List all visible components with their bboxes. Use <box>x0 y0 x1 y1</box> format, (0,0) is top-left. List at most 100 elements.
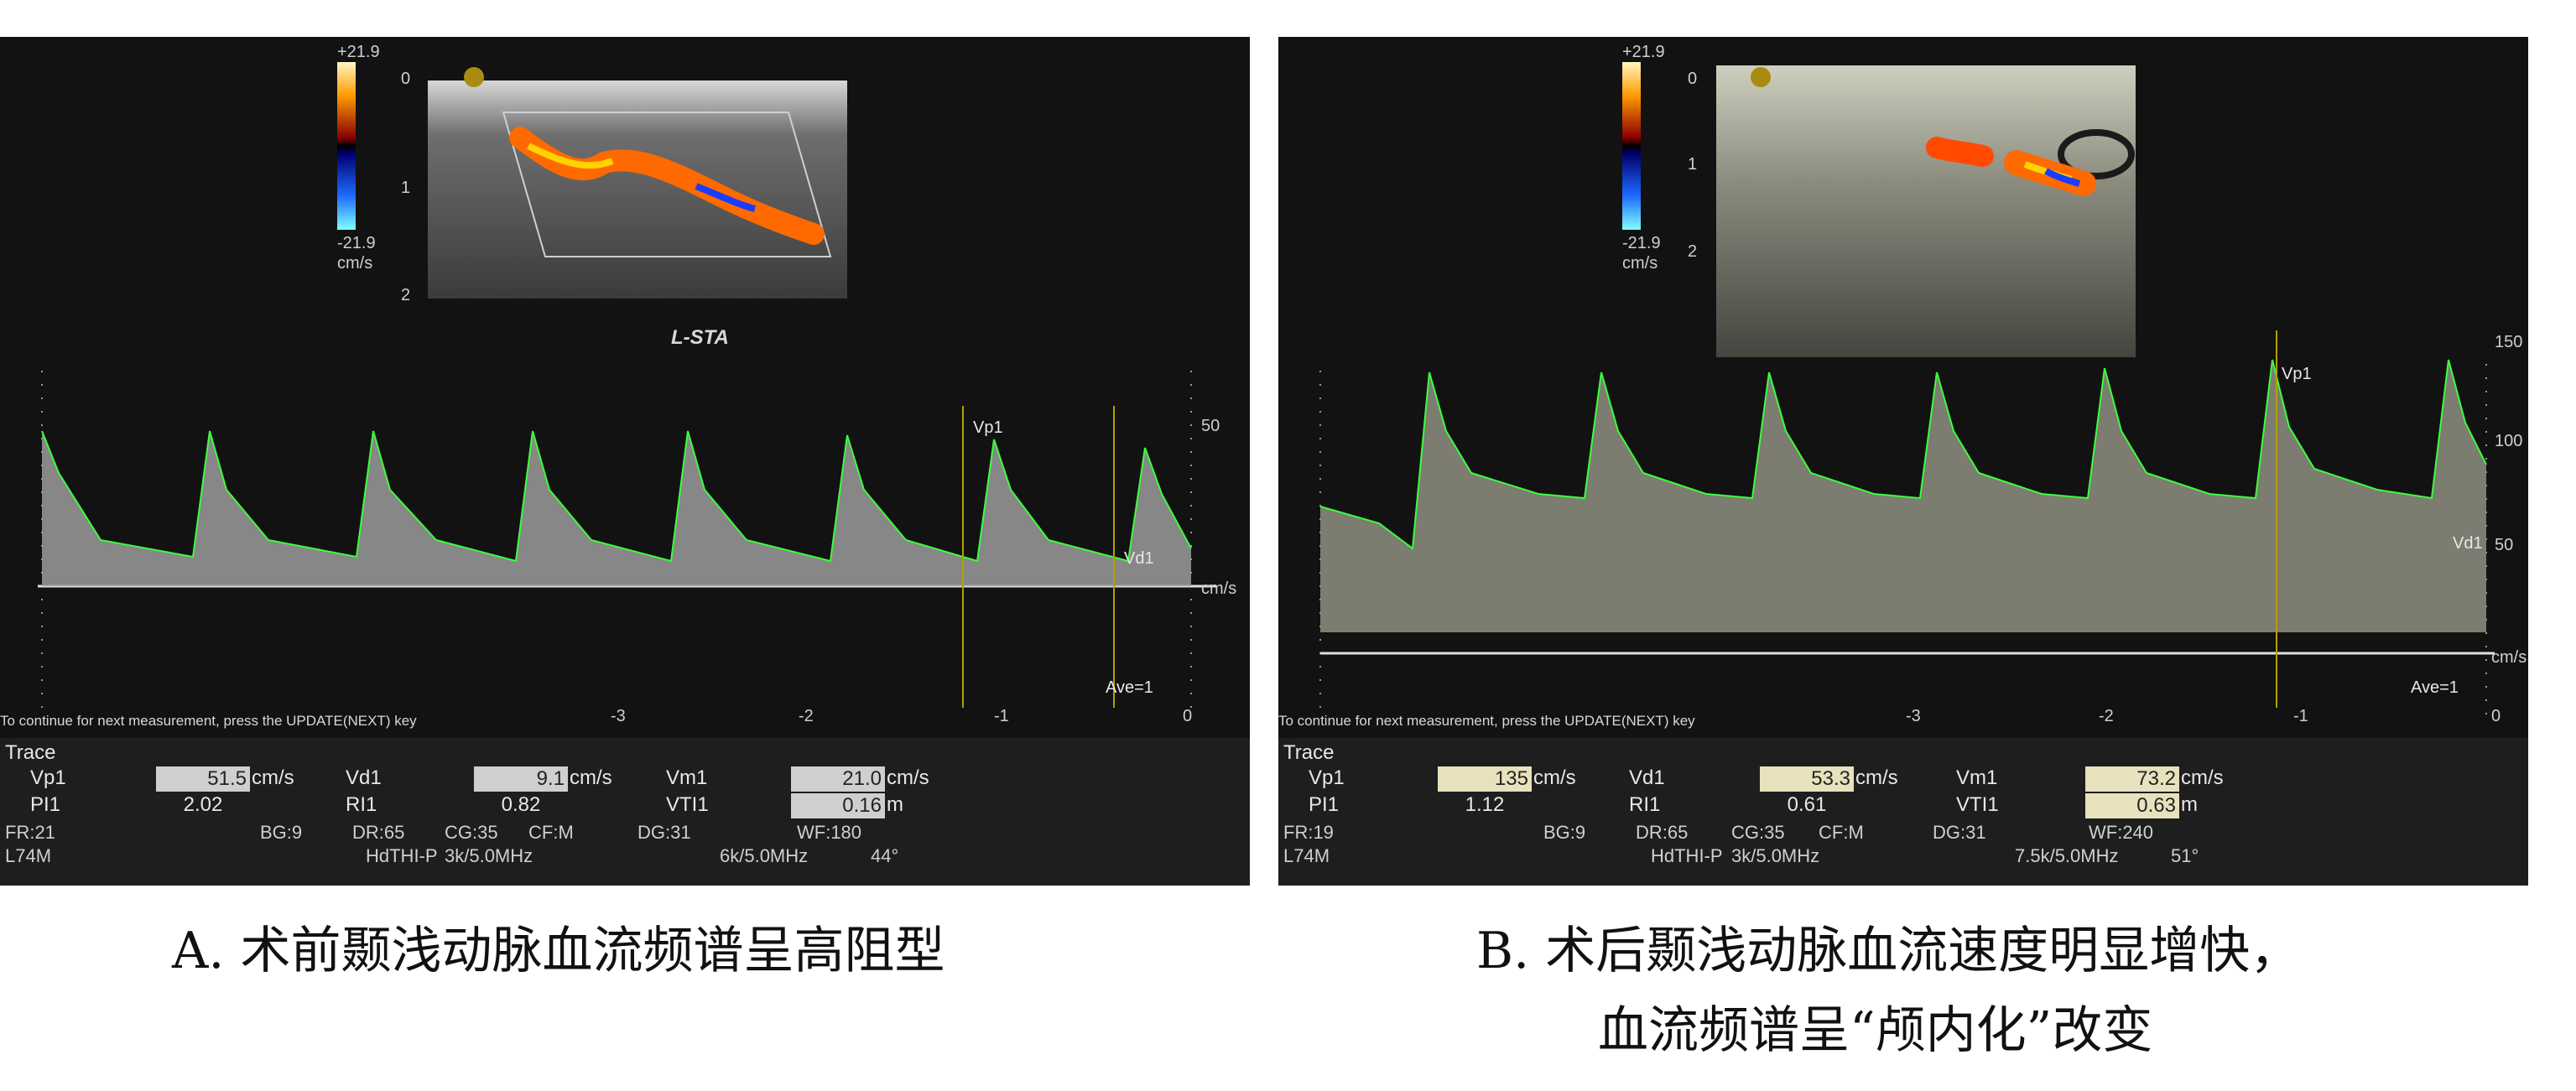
measurement-row-2: PI1 2.02 RI1 0.82 VTI1 0.16 m <box>0 793 1250 820</box>
vm1-unit: cm/s <box>2181 766 2224 789</box>
param-fr: FR:21 <box>5 822 55 843</box>
velocity-scale-label: 50 <box>1201 417 1220 435</box>
colorbar-unit-label: cm/s <box>1622 254 1657 273</box>
measurement-row-1: Vp1 135 cm/s Vd1 53.3 cm/s Vm1 73.2 cm/s <box>1278 766 2528 793</box>
vti1-value: 0.16 <box>791 793 885 818</box>
param-probe: L74M <box>1283 845 1330 866</box>
time-tick-0: 0 <box>2491 707 2501 725</box>
velocity-scale-label-150: 150 <box>2495 333 2522 351</box>
param-cf: CF:M <box>1819 822 1864 843</box>
color-flow-vessel <box>509 127 825 245</box>
vti1-unit: m <box>887 793 903 816</box>
param-dr: DR:65 <box>1636 822 1689 843</box>
trace-title: Trace <box>1283 741 1335 764</box>
depth-tick-1: 1 <box>401 179 410 197</box>
vm1-label: Vm1 <box>1956 766 1998 789</box>
caption-b-line1: B. 术后颞浅动脉血流速度明显增快， <box>1476 922 2301 980</box>
param-bg: BG:9 <box>1543 822 1586 843</box>
colorbar-unit-label: cm/s <box>337 254 372 273</box>
param-cg: CG:35 <box>1731 822 1785 843</box>
colorbar-top-label: +21.9 <box>1622 43 1665 61</box>
depth-tick-1: 1 <box>1688 155 1697 174</box>
param-mode: HdTHI-P <box>366 845 438 866</box>
orientation-marker-icon <box>1751 67 1771 87</box>
vm1-label: Vm1 <box>666 766 708 789</box>
vti1-label: VTI1 <box>1956 793 1999 816</box>
time-tick-3: -3 <box>611 707 626 725</box>
caption-a: A. 术前颞浅动脉血流频谱呈高阻型 <box>172 922 945 980</box>
time-tick-1: -1 <box>2293 707 2308 725</box>
vd1-unit: cm/s <box>1855 766 1898 789</box>
vm1-unit: cm/s <box>887 766 929 789</box>
vp1-marker: Vp1 <box>2282 365 2312 383</box>
orientation-marker-icon <box>464 67 484 87</box>
color-velocity-bar <box>1622 62 1641 230</box>
param-angle: 51° <box>2171 845 2199 866</box>
depth-tick-0: 0 <box>401 70 410 88</box>
pi1-value: 1.12 <box>1465 793 1505 816</box>
ultrasound-panel-a: +21.9 -21.9 cm/s 0 1 2 L-STA 50 cm/s Vp1… <box>0 37 1250 886</box>
vp1-value: 135 <box>1438 766 1532 792</box>
params-row-1: FR:19 BG:9 DR:65 CG:35 CF:M DG:31 WF:240 <box>1278 822 2528 849</box>
vd1-unit: cm/s <box>570 766 612 789</box>
trace-title: Trace <box>5 741 56 764</box>
param-freq2: 7.5k/5.0MHz <box>2015 845 2119 866</box>
vessel-cross-section <box>2058 129 2135 179</box>
color-flow-vessel-1 <box>1926 137 1994 167</box>
vd1-label: Vd1 <box>1629 766 1665 789</box>
colorbar-top-label: +21.9 <box>337 43 380 61</box>
time-tick-2: -2 <box>799 707 814 725</box>
param-dg: DG:31 <box>1933 822 1986 843</box>
pi1-label: PI1 <box>1309 793 1340 816</box>
color-roi-box <box>502 112 832 257</box>
vp1-marker: Vp1 <box>973 418 1003 437</box>
params-row-2: L74M HdTHI-P 3k/5.0MHz 6k/5.0MHz 44° <box>0 845 1250 872</box>
ri1-value: 0.61 <box>1787 793 1827 816</box>
time-tick-1: -1 <box>994 707 1009 725</box>
colorbar-bottom-label: -21.9 <box>1622 234 1661 252</box>
params-row-1: FR:21 BG:9 DR:65 CG:35 CF:M DG:31 WF:180 <box>0 822 1250 849</box>
ri1-label: RI1 <box>1629 793 1661 816</box>
param-dg: DG:31 <box>637 822 691 843</box>
doppler-spectrum <box>42 431 1191 586</box>
param-wf: WF:240 <box>2089 822 2154 843</box>
vp1-unit: cm/s <box>252 766 294 789</box>
param-fr: FR:19 <box>1283 822 1334 843</box>
time-tick-3: -3 <box>1906 707 1921 725</box>
time-tick-2: -2 <box>2099 707 2114 725</box>
pi1-label: PI1 <box>30 793 61 816</box>
caption-b-line2: 血流频谱呈“颅内化”改变 <box>1598 1001 2153 1060</box>
velocity-scale-label-50: 50 <box>2495 536 2513 554</box>
ultrasound-image-a: +21.9 -21.9 cm/s 0 1 2 L-STA 50 cm/s Vp1… <box>38 43 1236 725</box>
vd1-label: Vd1 <box>346 766 382 789</box>
vd1-value: 9.1 <box>474 766 568 792</box>
measurement-panel: Trace Vp1 135 cm/s Vd1 53.3 cm/s Vm1 73.… <box>1278 738 2528 886</box>
param-mode: HdTHI-P <box>1651 845 1723 866</box>
ultrasound-panel-b: +21.9 -21.9 cm/s 0 1 2 150 100 50 cm/s V… <box>1278 37 2528 886</box>
ave-marker: Ave=1 <box>1106 678 1153 697</box>
auto-trace-envelope <box>1319 359 2487 550</box>
velocity-unit-label: cm/s <box>2491 648 2527 667</box>
velocity-scale-label-100: 100 <box>2495 432 2522 450</box>
params-row-2: L74M HdTHI-P 3k/5.0MHz 7.5k/5.0MHz 51° <box>1278 845 2528 872</box>
vp1-label: Vp1 <box>1309 766 1345 789</box>
region-label: L-STA <box>671 326 729 349</box>
vti1-unit: m <box>2181 793 2198 816</box>
param-cg: CG:35 <box>445 822 498 843</box>
auto-trace-envelope <box>41 430 1192 563</box>
instruction-hint: To continue for next measurement, press … <box>1278 713 1695 729</box>
depth-tick-2: 2 <box>401 286 410 304</box>
b-mode-image <box>428 81 847 299</box>
vp1-label: Vp1 <box>30 766 66 789</box>
instruction-hint: To continue for next measurement, press … <box>0 713 417 729</box>
param-cf: CF:M <box>528 822 574 843</box>
param-freq2: 6k/5.0MHz <box>720 845 809 866</box>
vp1-unit: cm/s <box>1533 766 1576 789</box>
param-freq: 3k/5.0MHz <box>1731 845 1820 866</box>
ri1-label: RI1 <box>346 793 377 816</box>
param-probe: L74M <box>5 845 52 866</box>
ultrasound-image-b: +21.9 -21.9 cm/s 0 1 2 150 100 50 cm/s V… <box>1319 43 2527 725</box>
colorbar-bottom-label: -21.9 <box>337 234 376 252</box>
ave-marker: Ave=1 <box>2411 678 2459 697</box>
vm1-value: 21.0 <box>791 766 885 792</box>
